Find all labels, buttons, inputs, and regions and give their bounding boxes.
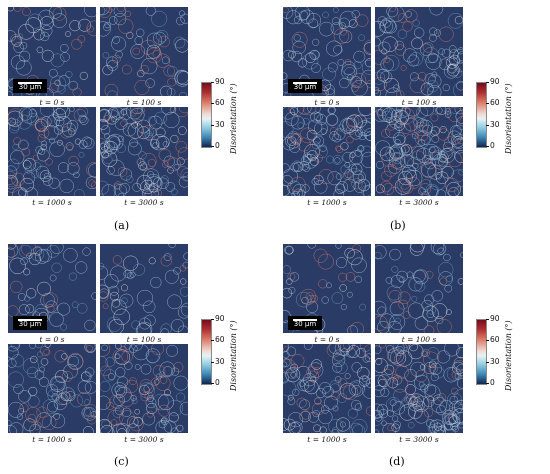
colorbar-tick-mark — [486, 103, 489, 104]
microstructure-map — [375, 344, 463, 433]
scale-bar: 30 µm — [288, 316, 322, 330]
colorbar-tick-mark — [211, 340, 214, 341]
subfigure-letter: (d) — [389, 455, 405, 468]
colorbar-tick-mark — [486, 340, 489, 341]
subfigure-c: t = 0 s t = 100 s t = 1000 s t = 3000 s 30 µ… — [0, 237, 275, 474]
scale-bar-label: 30 µm — [18, 83, 42, 91]
colorbar-label: Disorientation (°) — [504, 83, 513, 154]
scale-bar-line — [293, 319, 317, 321]
colorbar-tick-label: 0 — [215, 141, 220, 150]
scale-bar-line — [18, 82, 42, 84]
time-label: t = 1000 s — [307, 198, 347, 207]
colorbar-tick-mark — [211, 103, 214, 104]
colorbar-tick-mark — [486, 361, 489, 363]
orientation-maps: t = 0 s t = 100 s t = 1000 s t = 3000 s 30 µ… — [283, 244, 466, 444]
colorbar-tick-mark — [211, 124, 214, 126]
colorbar-tick-mark — [211, 383, 214, 384]
colorbar-tick-mark — [486, 383, 489, 384]
time-label: t = 100 s — [126, 335, 162, 344]
time-label: t = 0 s — [314, 335, 340, 344]
colorbar-tick-label: 60 — [215, 335, 225, 345]
colorbar — [201, 319, 212, 385]
colorbar-tick-label: 90 — [490, 77, 500, 86]
microstructure-map — [375, 107, 463, 196]
colorbar — [476, 82, 487, 148]
colorbar-tick-mark — [211, 146, 214, 147]
time-label: t = 3000 s — [399, 198, 439, 207]
time-label: t = 3000 s — [399, 435, 439, 444]
colorbar-label: Disorientation (°) — [229, 320, 238, 391]
time-label: t = 1000 s — [32, 435, 72, 444]
colorbar-tick-label: 30 — [215, 119, 225, 129]
microstructure-map — [283, 7, 371, 96]
time-label: t = 0 s — [314, 98, 340, 107]
microstructure-map — [283, 244, 371, 333]
colorbar-tick-label: 30 — [490, 119, 500, 129]
colorbar-tick-label: 60 — [215, 98, 225, 108]
colorbar-tick-label: 90 — [490, 314, 500, 323]
colorbar-tick-label: 60 — [490, 335, 500, 345]
microstructure-map — [100, 344, 188, 433]
colorbar-tick-label: 30 — [215, 356, 225, 366]
microstructure-map — [8, 244, 96, 333]
colorbar-tick-mark — [211, 361, 214, 363]
scale-bar-label: 30 µm — [293, 320, 317, 328]
colorbar-tick-label: 90 — [215, 77, 225, 86]
microstructure-map — [375, 244, 463, 333]
time-label: t = 1000 s — [307, 435, 347, 444]
scale-bar-line — [18, 319, 42, 321]
orientation-maps: t = 0 s t = 100 s t = 1000 s t = 3000 s 30 µ… — [8, 7, 191, 207]
time-label: t = 100 s — [126, 98, 162, 107]
time-label: t = 3000 s — [124, 435, 164, 444]
scale-bar: 30 µm — [13, 316, 47, 330]
microstructure-map — [283, 344, 371, 433]
subfigure-d: t = 0 s t = 100 s t = 1000 s t = 3000 s 30 µ… — [275, 237, 550, 474]
scale-bar-label: 30 µm — [18, 320, 42, 328]
microstructure-map — [8, 344, 96, 433]
scale-bar: 30 µm — [13, 79, 47, 93]
colorbar-tick-mark — [211, 82, 214, 83]
subfigure-letter: (a) — [114, 219, 130, 232]
colorbar-tick-label: 30 — [490, 356, 500, 366]
orientation-maps: t = 0 s t = 100 s t = 1000 s t = 3000 s 30 µ… — [283, 7, 466, 207]
colorbar-tick-label: 0 — [215, 378, 220, 387]
scale-bar-label: 30 µm — [293, 83, 317, 91]
colorbar-tick-label: 60 — [490, 98, 500, 108]
scale-bar-line — [293, 82, 317, 84]
subfigure-letter: (b) — [390, 219, 406, 232]
microstructure-map — [283, 107, 371, 196]
time-label: t = 100 s — [401, 335, 437, 344]
scale-bar: 30 µm — [288, 79, 322, 93]
colorbar-tick-label: 0 — [490, 378, 495, 387]
colorbar — [201, 82, 212, 148]
microstructure-map — [100, 244, 188, 333]
subfigure-letter: (c) — [114, 455, 129, 468]
colorbar-tick-mark — [486, 146, 489, 147]
time-label: t = 1000 s — [32, 198, 72, 207]
time-label: t = 0 s — [39, 335, 65, 344]
microstructure-map — [375, 7, 463, 96]
time-label: t = 100 s — [401, 98, 437, 107]
time-label: t = 0 s — [39, 98, 65, 107]
colorbar-label: Disorientation (°) — [504, 320, 513, 391]
colorbar-tick-mark — [486, 82, 489, 83]
colorbar — [476, 319, 487, 385]
subfigure-a: t = 0 s t = 100 s t = 1000 s t = 3000 s 30 µ… — [0, 0, 275, 237]
orientation-maps: t = 0 s t = 100 s t = 1000 s t = 3000 s 30 µ… — [8, 244, 191, 444]
time-label: t = 3000 s — [124, 198, 164, 207]
subfigure-b: t = 0 s t = 100 s t = 1000 s t = 3000 s 30 µ… — [275, 0, 550, 237]
microstructure-map — [8, 107, 96, 196]
microstructure-map — [100, 107, 188, 196]
colorbar-label: Disorientation (°) — [229, 83, 238, 154]
colorbar-tick-mark — [486, 124, 489, 126]
colorbar-tick-mark — [211, 319, 214, 320]
microstructure-map — [100, 7, 188, 96]
colorbar-tick-label: 90 — [215, 314, 225, 323]
colorbar-tick-label: 0 — [490, 141, 495, 150]
colorbar-tick-mark — [486, 319, 489, 320]
